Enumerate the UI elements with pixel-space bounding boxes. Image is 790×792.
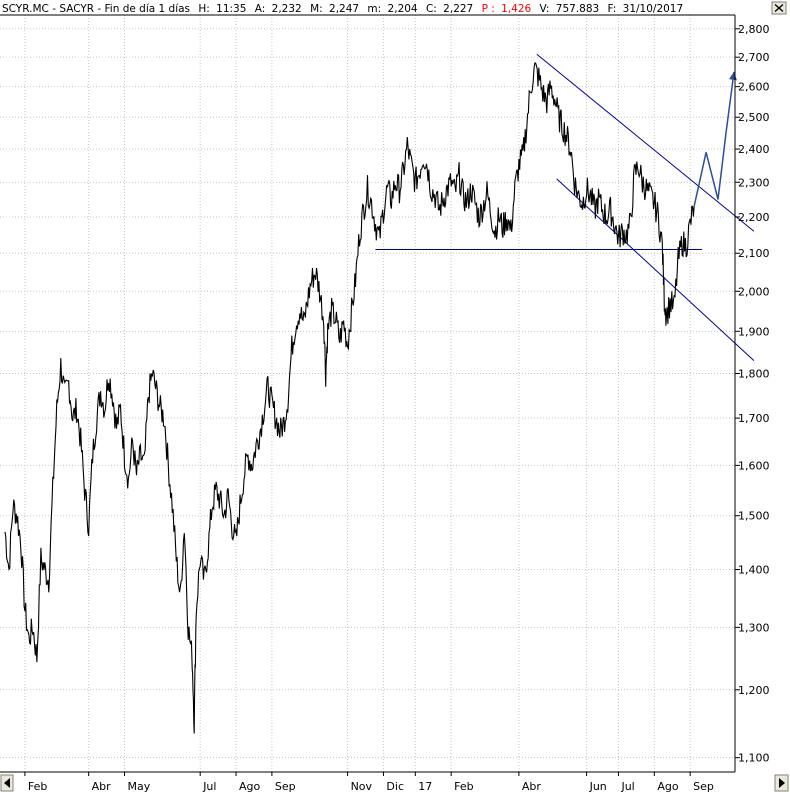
x-tick-label: Abr <box>522 780 542 792</box>
x-tick-label: 17 <box>418 780 432 792</box>
close-icon <box>774 3 784 13</box>
scroll-right-button[interactable] <box>774 774 789 792</box>
y-tick-label: 2,200 <box>738 211 770 224</box>
x-tick-label: Abr <box>92 780 112 792</box>
x-tick-label: Sep <box>693 780 714 792</box>
y-axis-ticks: 2,800 2,700 2,600 2,500 2,400 2,300 2,200 2,100… <box>735 23 770 765</box>
arrow-left-icon <box>4 778 10 788</box>
x-tick-label: Ago <box>239 780 261 792</box>
chart-header: SCYR.MC - SACYR - Fin de día 1 días H: 1… <box>2 3 683 15</box>
grid-lines <box>0 15 735 772</box>
header-m-label: M: <box>310 3 323 15</box>
y-tick-label: 1,800 <box>738 367 770 380</box>
header-p-label: P : <box>482 3 495 15</box>
close-button[interactable] <box>771 1 787 15</box>
forecast-line <box>693 71 735 207</box>
y-tick-label: 2,700 <box>738 51 770 64</box>
header-h-value: 11:35 <box>216 3 246 15</box>
trendline-lower-channel <box>556 178 755 361</box>
scroll-left-button[interactable] <box>0 774 14 792</box>
header-a-value: 2,232 <box>272 3 302 15</box>
header-c-label: C: <box>426 3 437 15</box>
header-v-value: 757.883 <box>556 3 599 15</box>
y-tick-label: 2,100 <box>738 247 770 260</box>
y-tick-label: 1,600 <box>738 459 770 472</box>
price-series <box>4 62 695 734</box>
y-tick-label: 2,400 <box>738 143 770 156</box>
trendline-upper-channel <box>536 53 755 232</box>
header-h-label: H: <box>198 3 209 15</box>
header-v-label: V: <box>540 3 550 15</box>
header-min-value: 2,204 <box>388 3 418 15</box>
y-tick-label: 1,500 <box>738 510 770 523</box>
x-tick-label: Jul <box>202 780 216 792</box>
x-tick-label: Sep <box>275 780 296 792</box>
y-tick-label: 1,100 <box>738 752 770 765</box>
header-f-value: 31/10/2017 <box>623 3 684 15</box>
trendlines <box>375 53 755 361</box>
x-tick-label: May <box>128 780 151 792</box>
header-c-value: 2,227 <box>443 3 473 15</box>
y-tick-label: 1,200 <box>738 684 770 697</box>
x-tick-label: Dic <box>386 780 404 792</box>
header-min-label: m: <box>367 3 381 15</box>
x-axis-ticks: Feb Abr May Jul Ago Sep Nov Dic 17 Feb Abr Jun Jul Ag… <box>24 772 714 792</box>
y-tick-label: 2,600 <box>738 81 770 94</box>
y-tick-label: 1,300 <box>738 621 770 634</box>
price-line <box>4 62 695 734</box>
x-tick-label: Ago <box>657 780 679 792</box>
header-f-label: F: <box>608 3 617 15</box>
x-tick-label: Jul <box>620 780 634 792</box>
x-tick-label: Nov <box>351 780 373 792</box>
y-tick-label: 1,700 <box>738 412 770 425</box>
header-symbol: SCYR.MC - SACYR - Fin de día 1 días <box>2 3 190 15</box>
x-tick-label: Feb <box>28 780 47 792</box>
header-p-value: 1,426 <box>501 3 531 15</box>
y-tick-label: 2,800 <box>738 23 770 36</box>
arrow-right-icon <box>779 778 785 788</box>
y-tick-label: 1,900 <box>738 325 770 338</box>
y-tick-label: 2,300 <box>738 176 770 189</box>
y-tick-label: 2,500 <box>738 111 770 124</box>
y-tick-label: 2,000 <box>738 285 770 298</box>
header-a-label: A: <box>255 3 266 15</box>
x-tick-label: Feb <box>454 780 473 792</box>
y-tick-label: 1,400 <box>738 564 770 577</box>
header-m-value: 2,247 <box>329 3 359 15</box>
x-tick-label: Jun <box>589 780 607 792</box>
